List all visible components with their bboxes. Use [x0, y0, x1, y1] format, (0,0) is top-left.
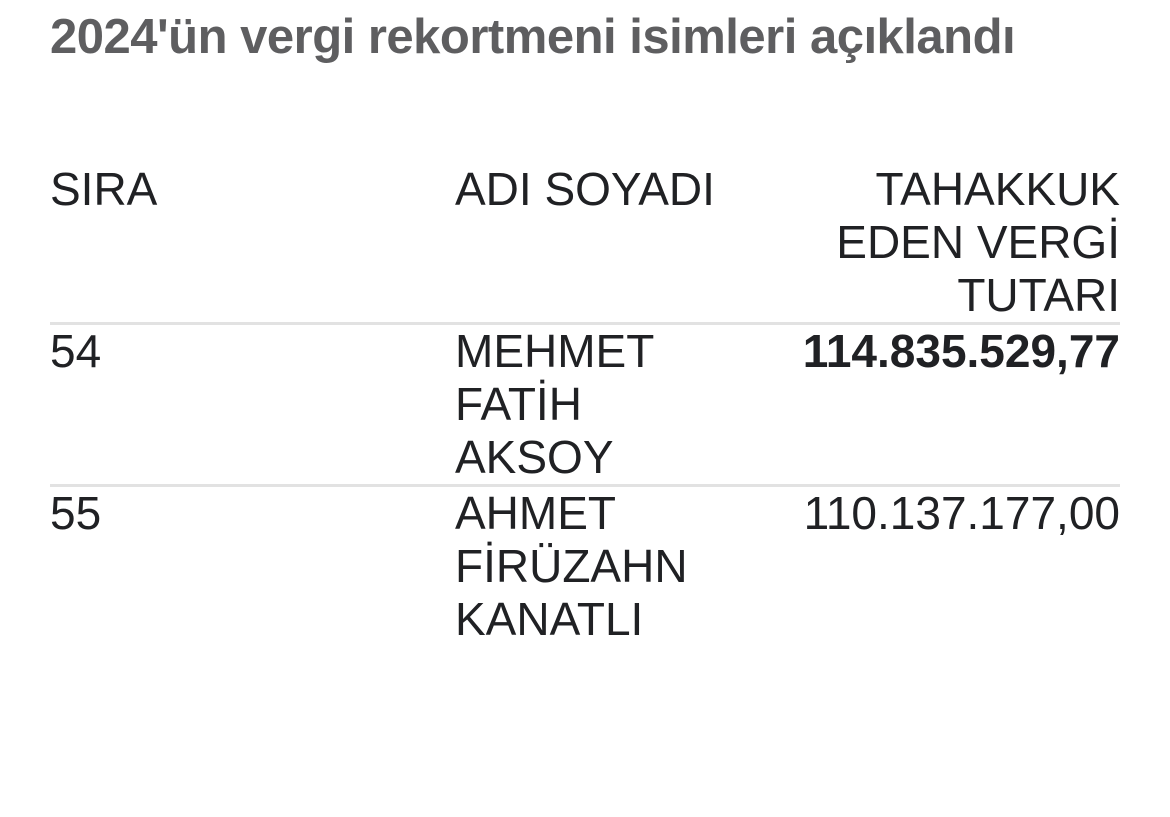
amount-value: 110.137.177,00 [803, 487, 1120, 539]
name-cell: MEHMET FATİH AKSOY [455, 325, 654, 483]
column-header-adi-soyadi: ADI SOYADI [455, 163, 715, 215]
amount-cell: 114.835.529,77 [725, 324, 1120, 486]
column-header-tahakkuk-label: TAHAKKUK EDEN VERGİ TUTARI [836, 163, 1120, 321]
header-row: SIRA ADI SOYADI TAHAKKUK EDEN VERGİ TUTA… [50, 163, 1120, 324]
column-header-tahakkuk-eden-vergi-tutari: TAHAKKUK EDEN VERGİ TUTARI [725, 163, 1120, 324]
table-body: 54 MEHMET FATİH AKSOY 114.835.529,77 55 … [50, 323, 1120, 647]
page-title: 2024'ün vergi rekortmeni isimleri açıkla… [50, 10, 1016, 64]
rank-cell: 55 [50, 487, 102, 539]
amount-cell: 110.137.177,00 [725, 486, 1120, 647]
table-header: SIRA ADI SOYADI TAHAKKUK EDEN VERGİ TUTA… [50, 163, 1120, 324]
name-cell: AHMET FİRÜZAHN KANATLI [455, 487, 688, 645]
column-header-sira: SIRA [50, 163, 158, 215]
table-row-55: 55 AHMET FİRÜZAHN KANATLI 110.137.177,00 [50, 485, 1120, 647]
rank-cell: 54 [50, 325, 102, 377]
article-fragment: 2024'ün vergi rekortmeni isimleri açıkla… [50, 10, 1120, 646]
tax-record-table: SIRA ADI SOYADI TAHAKKUK EDEN VERGİ TUTA… [50, 163, 1120, 646]
table-row-54: 54 MEHMET FATİH AKSOY 114.835.529,77 [50, 323, 1120, 486]
amount-value: 114.835.529,77 [802, 325, 1120, 377]
